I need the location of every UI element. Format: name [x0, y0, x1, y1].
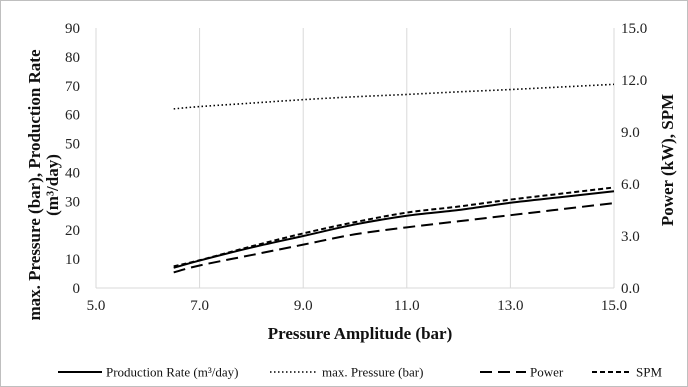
x-tick-label-3: 11.0	[394, 298, 420, 314]
left-y-axis-ticks: 0 10 20 30 40 50 60 70 80 90	[65, 21, 80, 297]
series-line-3	[173, 186, 615, 268]
left-y-tick-label-7: 70	[65, 79, 80, 95]
x-axis-title: Pressure Amplitude (bar)	[268, 324, 452, 343]
left-y-tick-label-5: 50	[65, 137, 80, 153]
legend-label-1: max. Pressure (bar)	[322, 365, 423, 380]
legend-label-2: Power	[530, 365, 564, 380]
legend-label-3: SPM	[636, 365, 662, 380]
right-y-tick-label-2: 6.0	[621, 177, 640, 193]
series-line-2	[173, 202, 615, 274]
right-y-tick-label-0: 0.0	[621, 281, 640, 297]
x-tick-label-2: 9.0	[294, 298, 313, 314]
legend: Production Rate (m³/day) max. Pressure (b…	[58, 365, 662, 380]
x-tick-label-1: 7.0	[190, 298, 209, 314]
left-y-tick-label-8: 80	[65, 50, 80, 66]
series-lines	[173, 83, 615, 274]
right-y-axis-ticks: 0.0 3.0 6.0 9.0 12.0 15.0	[621, 21, 647, 297]
right-y-axis-title: Power (kW), SPM	[658, 94, 677, 226]
right-y-tick-label-1: 3.0	[621, 229, 640, 245]
right-y-tick-label-4: 12.0	[621, 73, 647, 89]
left-y-tick-label-4: 40	[65, 165, 80, 181]
left-y-axis-title-line1: max. Pressure (bar), Production Rate	[25, 49, 44, 320]
x-tick-label-4: 13.0	[497, 298, 523, 314]
left-y-tick-label-2: 20	[65, 223, 80, 239]
left-y-tick-label-1: 10	[65, 252, 80, 268]
left-y-axis-title-line2: (m³/day)	[43, 154, 62, 216]
right-y-tick-label-5: 15.0	[621, 21, 647, 37]
left-y-tick-label-6: 60	[65, 108, 80, 124]
left-y-axis-title-group: max. Pressure (bar), Production Rate (m³…	[25, 49, 62, 320]
x-tick-label-5: 15.0	[601, 298, 627, 314]
left-y-tick-label-9: 90	[65, 21, 80, 37]
x-tick-label-0: 5.0	[87, 298, 106, 314]
x-axis-ticks: 5.0 7.0 9.0 11.0 13.0 15.0	[87, 298, 628, 314]
left-y-tick-label-3: 30	[65, 194, 80, 210]
right-y-tick-label-3: 9.0	[621, 125, 640, 141]
grid-lines	[95, 28, 615, 288]
legend-label-0: Production Rate (m³/day)	[106, 365, 238, 380]
left-y-tick-label-0: 0	[73, 281, 81, 297]
